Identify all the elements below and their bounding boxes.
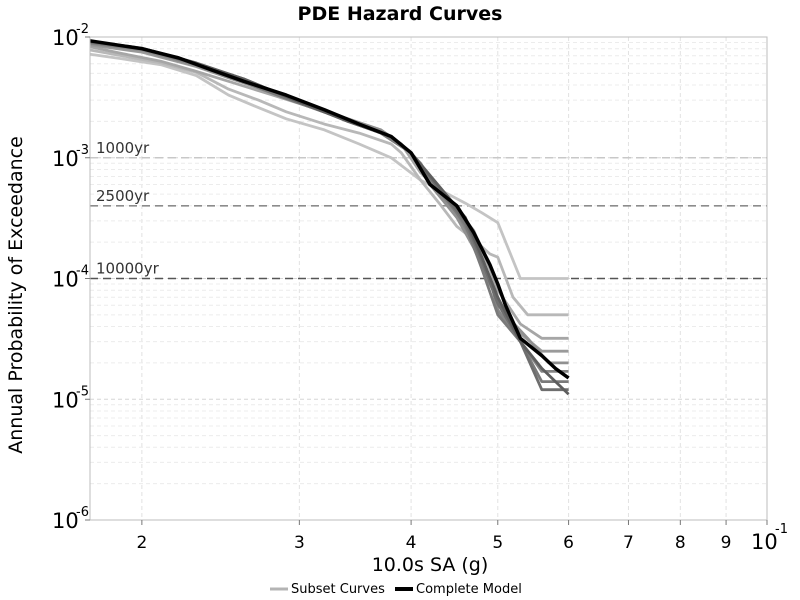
y-tick-label: 10 <box>52 147 79 171</box>
y-tick-label: 10 <box>52 388 79 412</box>
reference-lines: 1000yr 2500yr 10000yr <box>90 139 767 280</box>
x-tick-label: 10 <box>751 530 778 554</box>
legend: Subset Curves Complete Model <box>270 582 522 597</box>
legend-label: Subset Curves <box>291 582 385 597</box>
x-tick-label: 9 <box>721 533 732 553</box>
y-tick-exponent: -6 <box>76 505 89 520</box>
x-tick-label: 4 <box>406 533 417 553</box>
reference-line-label: 1000yr <box>96 139 150 157</box>
x-tick-label: 8 <box>675 533 686 553</box>
y-tick-exponent: -3 <box>76 143 89 158</box>
subset-curve-line <box>89 48 569 317</box>
x-tick-label: 6 <box>563 533 574 553</box>
chart-title: PDE Hazard Curves <box>298 3 503 25</box>
y-axis-ticks: 10-210-310-410-510-6 <box>52 22 90 533</box>
y-tick-label: 10 <box>52 268 79 292</box>
x-tick-label: 5 <box>492 533 503 553</box>
reference-line-label: 2500yr <box>96 187 150 205</box>
x-axis-ticks: 2 3 4 5 6 7 8 9 10-1 <box>136 520 788 554</box>
x-axis-label: 10.0s SA (g) <box>372 554 489 576</box>
y-axis-label: Annual Probability of Exceedance <box>5 136 27 454</box>
x-tick-exponent: -1 <box>775 522 788 537</box>
reference-line-label: 10000yr <box>96 260 160 278</box>
x-tick-label: 7 <box>623 533 634 553</box>
x-tick-label: 2 <box>136 533 147 553</box>
series-group <box>89 39 570 396</box>
y-tick-exponent: -2 <box>76 22 89 37</box>
y-tick-exponent: -4 <box>76 264 89 279</box>
y-tick-label: 10 <box>52 26 79 50</box>
y-tick-exponent: -5 <box>76 384 89 399</box>
legend-label: Complete Model <box>416 582 522 597</box>
x-tick-label: 3 <box>294 533 305 553</box>
subset-curve-line <box>89 52 569 280</box>
complete-model-line <box>89 39 570 380</box>
y-tick-label: 10 <box>52 509 79 533</box>
